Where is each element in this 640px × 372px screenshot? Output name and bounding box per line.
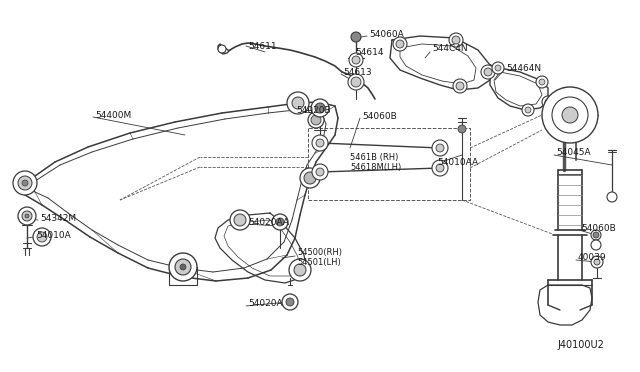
Circle shape [33, 228, 51, 246]
Circle shape [289, 259, 311, 281]
Circle shape [542, 87, 598, 143]
Circle shape [562, 107, 578, 123]
Text: 544C4N: 544C4N [432, 44, 468, 52]
Text: 40039: 40039 [578, 253, 607, 263]
Circle shape [18, 176, 32, 190]
Circle shape [169, 253, 197, 281]
Circle shape [525, 107, 531, 113]
Circle shape [607, 192, 617, 202]
Circle shape [175, 259, 191, 275]
Circle shape [539, 79, 545, 85]
Circle shape [312, 164, 328, 180]
Circle shape [37, 232, 47, 242]
Circle shape [484, 68, 492, 76]
Circle shape [432, 140, 448, 156]
Text: 54400M: 54400M [95, 110, 131, 119]
Circle shape [522, 104, 534, 116]
Circle shape [432, 160, 448, 176]
Circle shape [542, 96, 554, 108]
Circle shape [311, 115, 321, 125]
Text: 54342M: 54342M [40, 214, 76, 222]
Circle shape [13, 171, 37, 195]
Circle shape [452, 36, 460, 44]
Circle shape [304, 172, 316, 184]
Circle shape [292, 97, 304, 109]
Text: 54020AA: 54020AA [248, 218, 289, 227]
Circle shape [396, 40, 404, 48]
Circle shape [22, 180, 28, 186]
Circle shape [180, 264, 186, 270]
Circle shape [312, 135, 328, 151]
Circle shape [552, 97, 588, 133]
Circle shape [316, 139, 324, 147]
Circle shape [348, 74, 364, 90]
Circle shape [436, 164, 444, 172]
Circle shape [308, 112, 324, 128]
Circle shape [294, 264, 306, 276]
Text: 54045A: 54045A [556, 148, 591, 157]
Text: 54501(LH): 54501(LH) [297, 259, 340, 267]
Text: 54060B: 54060B [581, 224, 616, 232]
Circle shape [316, 168, 324, 176]
Text: 54010AA: 54010AA [437, 157, 478, 167]
Circle shape [18, 207, 36, 225]
Text: 54614: 54614 [355, 48, 383, 57]
Circle shape [458, 125, 466, 133]
Circle shape [288, 93, 308, 113]
Circle shape [272, 214, 288, 230]
Text: 5461B (RH): 5461B (RH) [350, 153, 398, 161]
Circle shape [593, 232, 599, 238]
Circle shape [436, 144, 444, 152]
Circle shape [351, 77, 361, 87]
Text: 54010A: 54010A [36, 231, 71, 240]
Circle shape [234, 214, 246, 226]
Text: 54060A: 54060A [369, 29, 404, 38]
Circle shape [292, 97, 304, 109]
Text: 54611: 54611 [248, 42, 276, 51]
Circle shape [536, 76, 548, 88]
Text: 54613: 54613 [343, 67, 372, 77]
Circle shape [351, 32, 361, 42]
Circle shape [481, 65, 495, 79]
Circle shape [495, 65, 501, 71]
Text: J40100U2: J40100U2 [557, 340, 604, 350]
Circle shape [456, 82, 464, 90]
Text: 54020B: 54020B [296, 106, 331, 115]
Circle shape [591, 230, 601, 240]
Circle shape [287, 92, 309, 114]
Circle shape [349, 53, 363, 67]
Text: 54618M(LH): 54618M(LH) [350, 163, 401, 171]
Text: 54464N: 54464N [506, 64, 541, 73]
Circle shape [449, 33, 463, 47]
Circle shape [230, 210, 250, 230]
Circle shape [453, 79, 467, 93]
Circle shape [311, 99, 329, 117]
Circle shape [276, 218, 284, 226]
Text: 54020A: 54020A [248, 299, 283, 308]
Circle shape [352, 56, 360, 64]
Circle shape [545, 99, 551, 105]
Circle shape [25, 214, 29, 218]
Circle shape [393, 37, 407, 51]
Circle shape [591, 256, 603, 268]
Circle shape [492, 62, 504, 74]
Circle shape [286, 298, 294, 306]
Circle shape [282, 294, 298, 310]
Circle shape [315, 103, 325, 113]
Circle shape [218, 45, 226, 53]
Text: 54060B: 54060B [362, 112, 397, 121]
Circle shape [22, 211, 32, 221]
Text: 54500(RH): 54500(RH) [297, 247, 342, 257]
Circle shape [300, 168, 320, 188]
Circle shape [594, 259, 600, 265]
Circle shape [591, 240, 601, 250]
